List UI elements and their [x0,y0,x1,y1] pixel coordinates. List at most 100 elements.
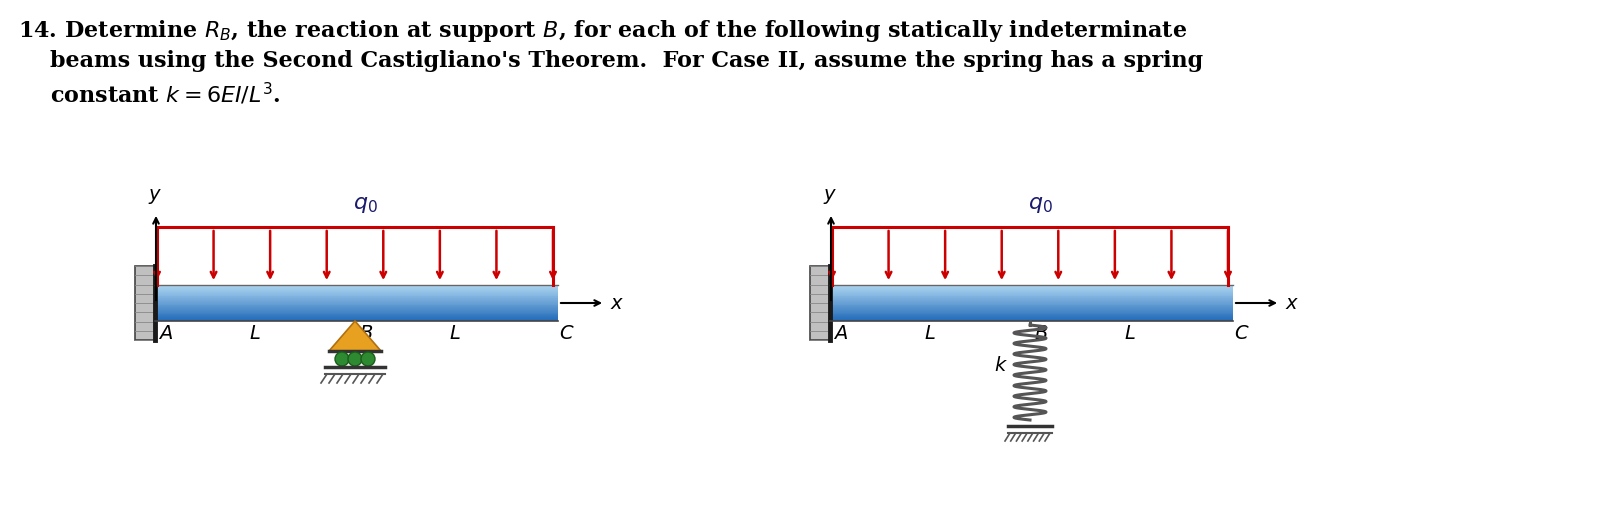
Polygon shape [830,287,1233,288]
Polygon shape [830,286,1233,287]
Text: $C$: $C$ [559,325,574,343]
Polygon shape [155,301,558,302]
Polygon shape [155,291,558,292]
Polygon shape [830,290,1233,291]
Polygon shape [830,304,1233,305]
Polygon shape [830,302,1233,303]
Polygon shape [155,320,558,321]
Polygon shape [155,290,558,291]
Polygon shape [155,299,558,300]
Polygon shape [155,314,558,316]
Polygon shape [329,321,382,351]
Text: $C$: $C$ [1234,325,1250,343]
Polygon shape [830,314,1233,315]
Polygon shape [830,317,1233,318]
Text: $x$: $x$ [1286,295,1298,313]
Polygon shape [830,306,1233,307]
Circle shape [361,352,375,366]
Polygon shape [830,311,1233,312]
Polygon shape [155,289,558,290]
Polygon shape [830,293,1233,294]
Polygon shape [155,316,558,317]
Polygon shape [830,303,1233,304]
Polygon shape [155,312,558,313]
Polygon shape [155,296,558,297]
Polygon shape [155,288,558,289]
Polygon shape [155,314,558,315]
Polygon shape [830,308,1233,309]
Circle shape [348,352,362,366]
Polygon shape [830,312,1233,313]
Polygon shape [155,306,558,307]
Polygon shape [830,300,1233,301]
Polygon shape [830,316,1233,317]
Text: beams using the Second Castigliano's Theorem.  For Case II, assume the spring ha: beams using the Second Castigliano's The… [50,50,1204,72]
Polygon shape [830,294,1233,295]
Polygon shape [155,295,558,296]
Text: $k$: $k$ [994,356,1008,375]
Text: $B$: $B$ [359,325,373,343]
Polygon shape [830,313,1233,314]
Text: $q_0$: $q_0$ [1028,193,1053,215]
Polygon shape [155,286,558,287]
Polygon shape [830,296,1233,297]
Polygon shape [155,302,558,303]
Text: $A$: $A$ [159,325,173,343]
Polygon shape [155,311,558,312]
Text: $L$: $L$ [925,325,936,343]
Circle shape [335,352,349,366]
Text: 14. Determine $R_B$, the reaction at support $B$, for each of the following stat: 14. Determine $R_B$, the reaction at sup… [18,18,1188,44]
Polygon shape [155,298,558,299]
Polygon shape [830,292,1233,293]
Polygon shape [830,289,1233,290]
Text: constant $k = 6EI/L^3$.: constant $k = 6EI/L^3$. [50,82,281,108]
Polygon shape [155,304,558,305]
Polygon shape [155,318,558,319]
Polygon shape [830,315,1233,316]
Polygon shape [830,314,1233,316]
Polygon shape [830,288,1233,289]
Polygon shape [155,296,558,298]
Text: $L$: $L$ [1124,325,1137,343]
Polygon shape [155,294,558,295]
Polygon shape [155,305,558,306]
Polygon shape [830,301,1233,302]
Polygon shape [830,305,1233,306]
Polygon shape [155,309,558,310]
Polygon shape [155,287,558,289]
Text: $L$: $L$ [449,325,460,343]
Polygon shape [155,307,558,308]
Polygon shape [830,318,1233,319]
Text: $B$: $B$ [1034,325,1048,343]
Polygon shape [830,297,1233,298]
Polygon shape [155,313,558,314]
Polygon shape [135,266,155,340]
Text: $A$: $A$ [834,325,848,343]
Polygon shape [155,303,558,304]
Polygon shape [155,319,558,320]
Polygon shape [830,310,1233,311]
Polygon shape [830,285,1233,286]
Polygon shape [155,297,558,298]
Text: $y$: $y$ [822,187,837,206]
Polygon shape [830,287,1233,289]
Polygon shape [155,285,558,286]
Polygon shape [830,295,1233,296]
Polygon shape [830,299,1233,300]
Polygon shape [830,307,1233,308]
Text: $q_0$: $q_0$ [353,193,377,215]
Polygon shape [155,305,558,307]
Polygon shape [830,309,1233,310]
Text: $y$: $y$ [147,187,162,206]
Polygon shape [155,292,558,293]
Polygon shape [830,298,1233,299]
Polygon shape [155,300,558,301]
Text: $L$: $L$ [248,325,261,343]
Polygon shape [830,319,1233,320]
Polygon shape [830,291,1233,292]
Polygon shape [810,266,830,340]
Polygon shape [830,320,1233,321]
Polygon shape [155,287,558,288]
Polygon shape [155,315,558,316]
Polygon shape [155,317,558,318]
